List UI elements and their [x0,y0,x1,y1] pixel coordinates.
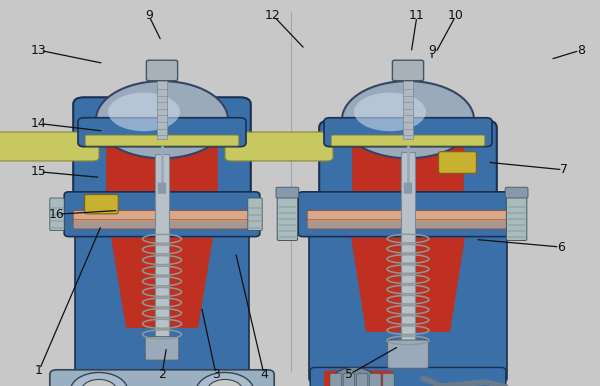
FancyBboxPatch shape [392,60,424,81]
FancyBboxPatch shape [506,196,527,240]
FancyBboxPatch shape [276,187,299,198]
Text: 2: 2 [158,368,166,381]
FancyBboxPatch shape [64,192,260,237]
Text: 13: 13 [31,44,47,57]
FancyBboxPatch shape [146,60,178,81]
FancyBboxPatch shape [324,371,393,386]
FancyBboxPatch shape [73,220,251,229]
FancyBboxPatch shape [370,374,381,386]
FancyBboxPatch shape [330,374,341,386]
FancyBboxPatch shape [505,187,528,198]
FancyBboxPatch shape [404,183,412,194]
Text: 4: 4 [260,368,268,381]
FancyBboxPatch shape [85,135,239,146]
Text: 6: 6 [557,240,565,254]
FancyBboxPatch shape [0,132,99,161]
FancyBboxPatch shape [298,192,518,237]
FancyBboxPatch shape [158,183,166,194]
FancyBboxPatch shape [307,210,509,221]
Text: 3: 3 [212,368,220,381]
FancyBboxPatch shape [401,152,415,359]
Text: 1: 1 [35,364,43,377]
Text: 9: 9 [145,9,153,22]
FancyBboxPatch shape [319,120,497,219]
FancyBboxPatch shape [403,77,413,139]
FancyBboxPatch shape [352,144,464,204]
Text: 7: 7 [560,163,568,176]
Text: 16: 16 [49,208,65,221]
Text: 8: 8 [577,44,585,57]
FancyBboxPatch shape [145,337,179,360]
FancyBboxPatch shape [356,374,368,386]
Circle shape [70,372,128,386]
Polygon shape [111,237,213,328]
FancyBboxPatch shape [78,118,246,147]
FancyBboxPatch shape [248,198,262,230]
Circle shape [81,379,117,386]
Text: 14: 14 [31,117,47,130]
Text: 10: 10 [448,9,464,22]
FancyBboxPatch shape [225,132,333,161]
FancyBboxPatch shape [324,118,492,147]
Text: 12: 12 [265,9,281,22]
Text: 11: 11 [409,9,425,22]
Polygon shape [351,237,465,332]
FancyBboxPatch shape [50,198,64,230]
Ellipse shape [342,81,474,158]
FancyBboxPatch shape [277,196,298,240]
Text: 9: 9 [428,44,436,57]
FancyBboxPatch shape [85,195,118,214]
FancyBboxPatch shape [106,136,218,204]
FancyBboxPatch shape [439,152,476,173]
FancyBboxPatch shape [157,77,167,139]
FancyBboxPatch shape [73,97,251,219]
FancyBboxPatch shape [310,367,506,386]
Ellipse shape [354,93,426,131]
FancyBboxPatch shape [383,374,394,386]
FancyBboxPatch shape [75,218,249,384]
Circle shape [207,379,243,386]
FancyBboxPatch shape [155,154,169,359]
Text: 5: 5 [345,368,353,381]
FancyBboxPatch shape [388,340,428,368]
FancyBboxPatch shape [331,135,485,146]
Ellipse shape [108,93,180,131]
FancyBboxPatch shape [307,220,509,229]
FancyBboxPatch shape [50,370,274,386]
FancyBboxPatch shape [309,224,507,382]
FancyBboxPatch shape [73,210,251,221]
FancyBboxPatch shape [343,374,355,386]
Ellipse shape [96,81,228,158]
Circle shape [331,367,377,386]
Circle shape [196,372,254,386]
Text: 15: 15 [31,165,47,178]
